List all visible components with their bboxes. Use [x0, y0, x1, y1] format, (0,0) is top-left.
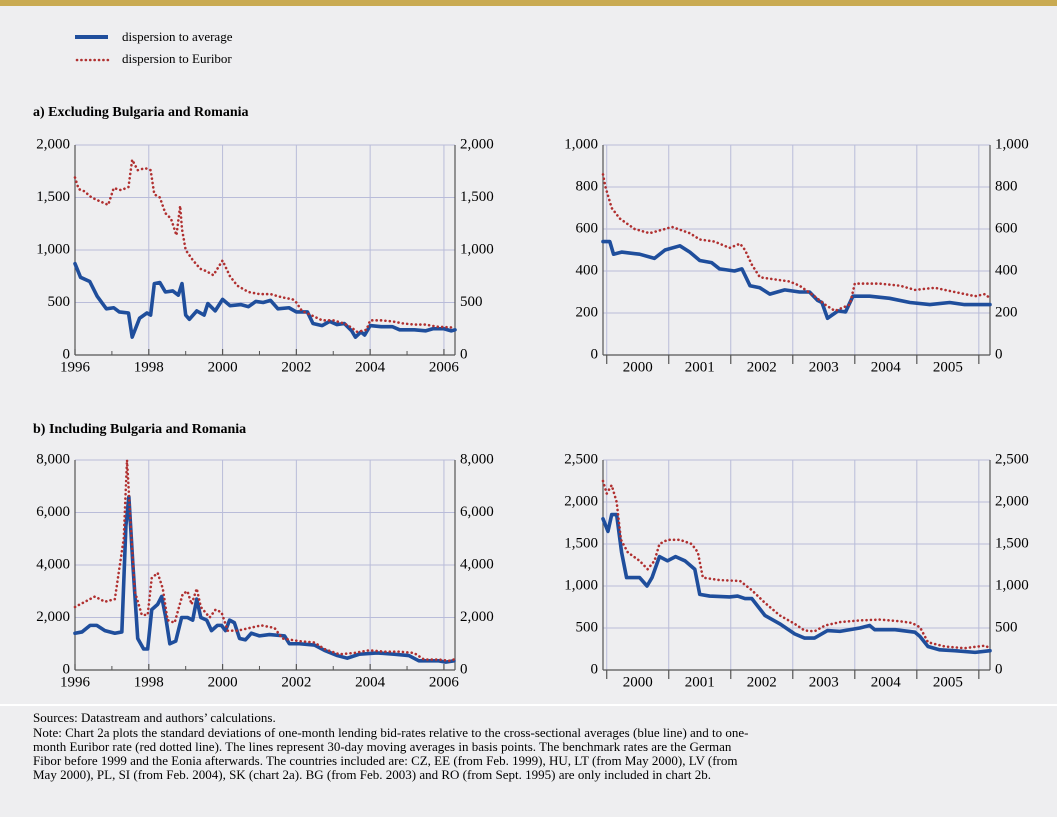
x-tick-label: 2006: [429, 359, 460, 375]
x-tick-label: 2002: [281, 359, 311, 375]
y2-tick-label: 0: [460, 346, 468, 362]
y2-tick-label: 600: [995, 220, 1018, 236]
y-tick-label: 1,000: [564, 577, 598, 593]
y2-tick-label: 2,000: [460, 136, 494, 152]
data-line: [73, 458, 456, 663]
y-tick-label: 1,000: [564, 136, 598, 152]
note-line: Fibor before 1999 and the Eonia afterwar…: [33, 753, 737, 768]
y-tick-label: 2,000: [36, 609, 70, 625]
note-line: month Euribor rate (red dotted line). Th…: [33, 739, 732, 754]
x-tick-label: 2001: [685, 359, 715, 375]
y-tick-label: 4,000: [36, 556, 70, 572]
y-tick-label: 800: [576, 178, 599, 194]
section-title: a) Excluding Bulgaria and Romania: [33, 105, 249, 120]
x-tick-label: 2002: [747, 359, 777, 375]
y2-tick-label: 200: [995, 304, 1018, 320]
note-line: May 2000), PL, SI (from Feb. 2004), SK (…: [33, 767, 711, 782]
y2-tick-label: 2,000: [995, 493, 1029, 509]
x-tick-label: 1996: [60, 674, 91, 690]
y-tick-label: 400: [576, 262, 599, 278]
x-tick-label: 2006: [429, 674, 460, 690]
x-tick-label: 2000: [623, 674, 653, 690]
y2-tick-label: 2,000: [460, 609, 494, 625]
y2-tick-label: 400: [995, 262, 1018, 278]
y2-tick-label: 1,500: [460, 189, 494, 205]
y2-tick-label: 1,000: [460, 241, 494, 257]
y2-tick-label: 0: [995, 661, 1003, 677]
y-tick-label: 0: [591, 346, 599, 362]
y2-tick-label: 1,000: [995, 136, 1029, 152]
y-tick-label: 2,500: [564, 451, 598, 467]
x-tick-label: 1998: [134, 674, 164, 690]
data-line: [73, 158, 457, 334]
x-tick-label: 2001: [685, 674, 715, 690]
x-tick-label: 2004: [871, 674, 902, 690]
x-tick-label: 1998: [134, 359, 164, 375]
y2-tick-label: 4,000: [460, 556, 494, 572]
y-tick-label: 0: [63, 661, 71, 677]
y-tick-label: 0: [591, 661, 599, 677]
y-tick-label: 0: [63, 346, 71, 362]
data-line: [73, 494, 456, 664]
y2-tick-label: 0: [460, 661, 468, 677]
x-tick-label: 2003: [809, 674, 839, 690]
y2-tick-label: 6,000: [460, 504, 494, 520]
y-tick-label: 1,500: [36, 189, 70, 205]
note-line: Note: Chart 2a plots the standard deviat…: [33, 725, 749, 740]
data-line: [601, 173, 992, 313]
x-tick-label: 2004: [871, 359, 902, 375]
x-tick-label: 2005: [933, 359, 963, 375]
x-tick-label: 2000: [208, 359, 238, 375]
x-tick-label: 2000: [623, 359, 653, 375]
sources: Sources: Datastream and authors’ calcula…: [33, 710, 276, 725]
y2-tick-label: 8,000: [460, 451, 494, 467]
data-line: [601, 479, 992, 650]
y2-tick-label: 2,500: [995, 451, 1029, 467]
x-tick-label: 1996: [60, 359, 91, 375]
section-title: b) Including Bulgaria and Romania: [33, 422, 246, 437]
x-tick-label: 2004: [355, 359, 386, 375]
x-tick-label: 2000: [208, 674, 238, 690]
data-line: [601, 239, 992, 321]
y2-tick-label: 800: [995, 178, 1018, 194]
x-tick-label: 2004: [355, 674, 386, 690]
y-tick-label: 200: [576, 304, 599, 320]
y-tick-label: 6,000: [36, 504, 70, 520]
y-tick-label: 1,000: [36, 241, 70, 257]
y-tick-label: 500: [576, 619, 599, 635]
legend-label: dispersion to average: [122, 29, 233, 44]
legend-label: dispersion to Euribor: [122, 51, 232, 66]
top-bar: [0, 0, 1057, 6]
y-tick-label: 2,000: [564, 493, 598, 509]
x-tick-label: 2002: [747, 674, 777, 690]
y-tick-label: 8,000: [36, 451, 70, 467]
y-tick-label: 500: [48, 294, 71, 310]
y2-tick-label: 1,500: [995, 535, 1029, 551]
y-tick-label: 1,500: [564, 535, 598, 551]
y-tick-label: 600: [576, 220, 599, 236]
y2-tick-label: 1,000: [995, 577, 1029, 593]
x-tick-label: 2002: [281, 674, 311, 690]
x-tick-label: 2005: [933, 674, 963, 690]
x-tick-label: 2003: [809, 359, 839, 375]
data-line: [73, 261, 457, 339]
y-tick-label: 2,000: [36, 136, 70, 152]
y2-tick-label: 500: [460, 294, 483, 310]
data-line: [601, 512, 992, 655]
y2-tick-label: 500: [995, 619, 1018, 635]
y2-tick-label: 0: [995, 346, 1003, 362]
